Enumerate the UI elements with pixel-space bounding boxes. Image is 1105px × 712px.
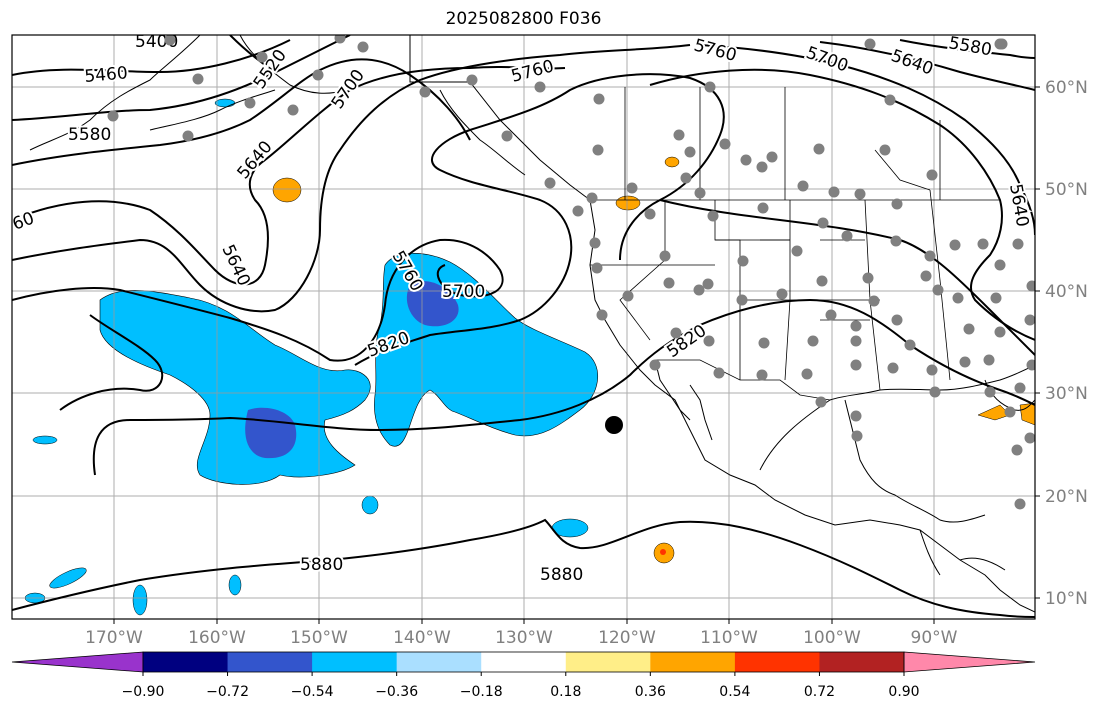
colorbar-segment — [227, 652, 313, 672]
contour-label: 5880 — [300, 555, 343, 575]
colorbar-label: 0.54 — [719, 684, 750, 700]
lat-tick-label: 30°N — [1045, 384, 1088, 404]
lat-tick-label: 50°N — [1045, 180, 1088, 200]
axis-ticks — [113, 86, 1040, 624]
colorbar-segment — [481, 652, 567, 672]
lon-tick-label: 140°W — [393, 628, 451, 648]
colorbar-segment — [819, 652, 905, 672]
lon-tick-label: 120°W — [598, 628, 656, 648]
colorbar-label: −0.90 — [122, 684, 165, 700]
colorbar: −0.90 −0.72 −0.54 −0.36 −0.18 0.18 0.36 0.54 0.7… — [11, 651, 1036, 700]
shaded-region-central — [374, 253, 599, 447]
contour-label: 5580 — [68, 125, 111, 145]
coastlines — [29, 35, 1035, 613]
lat-tick-label: 10°N — [1045, 589, 1088, 609]
lon-tick-label: 170°W — [85, 628, 143, 648]
colorbar-label: −0.36 — [375, 684, 418, 700]
colorbar-label: −0.72 — [206, 684, 249, 700]
lat-tick-label: 20°N — [1045, 487, 1088, 507]
lon-tick-label: 90°W — [911, 628, 958, 648]
map-title: 2025082800 F036 — [445, 9, 602, 29]
graticule — [12, 35, 1035, 619]
marker-point — [605, 416, 623, 434]
lon-tick-labels: 170°W 160°W 150°W 140°W 130°W 120°W 110°… — [85, 628, 958, 648]
colorbar-segment — [650, 652, 736, 672]
colorbar-segment — [396, 652, 482, 672]
lat-tick-label: 40°N — [1045, 282, 1088, 302]
contour-label: 5460 — [84, 63, 129, 87]
colorbar-label: −0.54 — [291, 684, 334, 700]
colorbar-segment — [734, 652, 820, 672]
height-contours — [12, 35, 1035, 618]
lat-tick-labels: 60°N 50°N 40°N 30°N 20°N 10°N — [1045, 78, 1088, 609]
colorbar-label: 0.72 — [804, 684, 835, 700]
lon-tick-label: 130°W — [495, 628, 553, 648]
lon-tick-label: 110°W — [700, 628, 758, 648]
lon-tick-label: 160°W — [188, 628, 246, 648]
colorbar-border — [142, 651, 905, 673]
lon-tick-label: 150°W — [290, 628, 348, 648]
lon-tick-label: 100°W — [803, 628, 861, 648]
colorbar-arrow-low — [11, 651, 144, 673]
colorbar-label: 0.18 — [550, 684, 581, 700]
colorbar-label: 0.36 — [635, 684, 666, 700]
colorbar-segment — [565, 652, 651, 672]
colorbar-segment — [312, 652, 398, 672]
station-markers — [107, 35, 1035, 510]
colorbar-label: 0.90 — [888, 684, 919, 700]
colorbar-label: −0.18 — [460, 684, 503, 700]
lat-tick-label: 60°N — [1045, 78, 1088, 98]
colorbar-segment — [143, 652, 229, 672]
contour-label: 5700 — [442, 282, 485, 302]
colorbar-arrow-high — [903, 651, 1036, 673]
contour-label: 5880 — [540, 565, 583, 585]
